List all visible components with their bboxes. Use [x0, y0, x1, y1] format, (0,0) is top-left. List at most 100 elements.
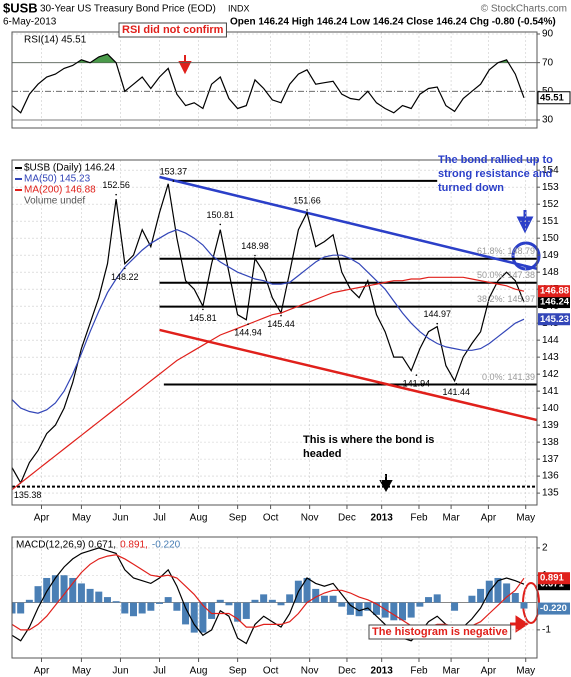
x-tick-label: Feb — [410, 513, 428, 524]
series-line — [12, 554, 525, 631]
value-tag: 45.51 — [540, 92, 564, 103]
value-tag-box — [538, 296, 570, 309]
histogram-bar — [320, 595, 328, 603]
low-label: 145.44 — [267, 319, 295, 329]
annotation: The bond rallied up to — [438, 154, 553, 166]
x-tick-label: Apr — [481, 666, 497, 677]
blue-arrow — [516, 210, 534, 234]
x-tick-label: Oct — [263, 513, 279, 524]
histogram-bar — [199, 602, 207, 633]
symbol: $USB — [3, 0, 38, 15]
value-tag-box — [538, 313, 570, 326]
x-tick-label: Apr — [34, 513, 50, 524]
histogram-bar — [103, 597, 111, 603]
legend-entry: 0.891, — [120, 540, 148, 551]
histogram-bar — [355, 602, 363, 617]
x-tick-label: Sep — [229, 513, 247, 524]
histogram-bar — [77, 583, 85, 603]
low-dot — [415, 374, 418, 376]
histogram-bar — [242, 602, 250, 619]
low-label: 148.22 — [111, 272, 139, 282]
low-dot — [202, 308, 204, 311]
annotation-box — [118, 22, 227, 38]
y-tick-label: 138 — [542, 437, 559, 448]
high-dot — [436, 322, 439, 325]
annotation: headed — [303, 448, 342, 460]
x-tick-label: Nov — [301, 666, 319, 677]
annotation: turned down — [438, 182, 504, 194]
exchange: INDX — [228, 3, 250, 13]
high-label: 144.97 — [423, 309, 451, 319]
x-tick-label: May — [516, 513, 535, 524]
legend-entry: RSI(14) 45.51 — [24, 35, 87, 46]
histogram-bar — [216, 599, 224, 603]
panel-frame — [11, 31, 538, 129]
y-tick-label: 136 — [542, 471, 559, 482]
histogram-bar — [329, 595, 337, 603]
level-label: 38.2%: 145.97 — [477, 294, 535, 304]
annotation: strong resistance and — [438, 168, 552, 180]
value-tag: 145.23 — [540, 314, 569, 325]
histogram-bar — [503, 583, 511, 603]
low-label: 141.94 — [403, 379, 431, 389]
histogram-bar — [208, 602, 216, 619]
value-tag: 0.891 — [540, 573, 564, 584]
plot-area — [12, 53, 525, 114]
y-tick-label: 135 — [542, 488, 559, 499]
histogram-bar — [398, 602, 406, 621]
x-tick-label: Oct — [263, 666, 279, 677]
histogram-bar — [190, 602, 198, 633]
y-tick-label: 149 — [542, 250, 559, 261]
low-label: 144.94 — [234, 328, 262, 338]
x-tick-label: Jul — [153, 513, 166, 524]
x-tick-label: Jul — [153, 666, 166, 677]
y-tick-label: 152 — [542, 199, 559, 210]
histogram-bar — [129, 602, 137, 617]
quote: Open 146.24 High 146.24 Low 146.24 Close… — [230, 17, 556, 28]
low-label: 141.44 — [443, 387, 471, 397]
annotation-box — [368, 624, 512, 640]
series-line — [12, 229, 525, 414]
x-tick-label: Mar — [442, 513, 460, 524]
low-dot — [124, 267, 126, 270]
x-tick-label: 2013 — [371, 513, 394, 524]
histogram-bar — [147, 602, 155, 611]
histogram-bar — [69, 577, 77, 603]
x-tick-label: Dec — [338, 666, 356, 677]
y-tick-label: 137 — [542, 454, 559, 465]
x-tick-label: Feb — [410, 666, 428, 677]
high-dot — [306, 209, 308, 211]
annotation: RSI did not confirm — [122, 24, 224, 36]
y-tick-label: 143 — [542, 352, 559, 363]
value-tag: -0.220 — [540, 603, 567, 614]
legend-entry: $USB (Daily) 146.24 — [24, 163, 116, 174]
value-tag: 146.88 — [540, 286, 569, 297]
x-tick-label: May — [516, 666, 535, 677]
histogram-bar — [372, 602, 380, 615]
histogram-bar — [260, 594, 268, 603]
histogram-bar — [390, 602, 398, 621]
histogram-bar — [86, 588, 94, 603]
histogram-bar — [173, 602, 181, 611]
histogram-bar — [17, 602, 25, 614]
y-tick-label: 154 — [542, 165, 559, 176]
black-arrow — [379, 474, 393, 493]
high-label: 148.98 — [241, 241, 269, 251]
series-line — [12, 53, 525, 114]
histogram-bar — [138, 602, 146, 614]
y-tick-label: 2 — [542, 543, 548, 554]
y-tick-label: 150 — [542, 233, 559, 244]
histogram-bar — [95, 591, 103, 603]
legend-entry: MA(200) 146.88 — [24, 185, 96, 196]
histogram-bar — [520, 602, 528, 609]
low-dot — [280, 314, 282, 317]
x-tick-label: Aug — [190, 513, 208, 524]
high-label: 153.37 — [160, 166, 188, 176]
x-tick-label: Apr — [481, 513, 497, 524]
y-tick-label: 153 — [542, 182, 559, 193]
value-tag: 0.671 — [540, 579, 564, 590]
value-tag-box — [538, 572, 570, 585]
trend-line — [159, 328, 537, 422]
y-tick-label: 30 — [542, 115, 554, 126]
legend-entry: MA(50) 145.23 — [24, 174, 91, 185]
